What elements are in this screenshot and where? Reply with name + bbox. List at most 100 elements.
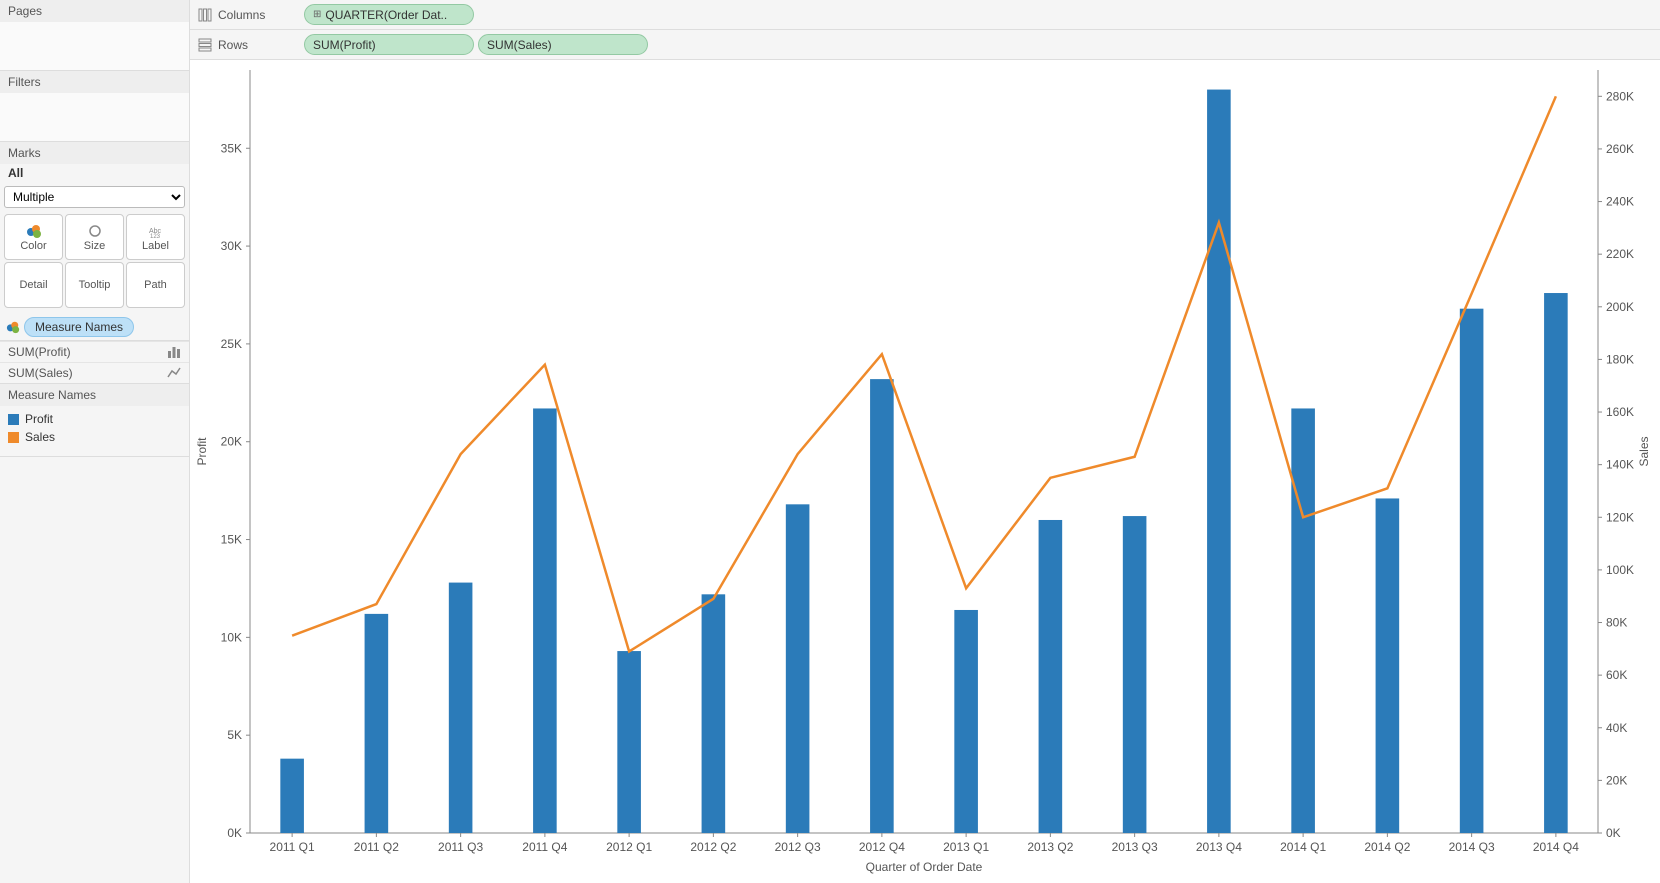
main-panel: Columns ⊞ QUARTER(Order Dat.. Rows SUM(P… — [190, 0, 1660, 883]
svg-text:240K: 240K — [1606, 195, 1634, 209]
svg-text:140K: 140K — [1606, 458, 1634, 472]
bar[interactable] — [449, 583, 473, 833]
svg-text:Sales: Sales — [1637, 436, 1651, 466]
bar[interactable] — [1460, 309, 1484, 833]
bar[interactable] — [954, 610, 978, 833]
legend-item-sales[interactable]: Sales — [8, 428, 181, 446]
svg-text:60K: 60K — [1606, 668, 1627, 682]
svg-text:160K: 160K — [1606, 405, 1634, 419]
marks-sub-shelves: SUM(Profit) SUM(Sales) — [0, 341, 189, 384]
shelf-sum-profit[interactable]: SUM(Profit) — [0, 341, 189, 362]
pages-header: Pages — [0, 0, 189, 22]
svg-text:25K: 25K — [221, 337, 242, 351]
bar[interactable] — [1123, 516, 1147, 833]
shelf-sum-sales[interactable]: SUM(Sales) — [0, 362, 189, 383]
size-icon — [87, 223, 103, 239]
legend-label-profit: Profit — [25, 412, 53, 426]
bar[interactable] — [1039, 520, 1063, 833]
svg-text:2012 Q3: 2012 Q3 — [775, 840, 821, 854]
svg-text:40K: 40K — [1606, 721, 1627, 735]
bar-icon — [167, 345, 181, 359]
filters-body[interactable] — [0, 93, 189, 141]
filters-header: Filters — [0, 71, 189, 93]
svg-text:180K: 180K — [1606, 352, 1634, 366]
bar[interactable] — [1544, 293, 1568, 833]
svg-text:2014 Q2: 2014 Q2 — [1364, 840, 1410, 854]
svg-text:30K: 30K — [221, 239, 242, 253]
svg-text:20K: 20K — [1606, 773, 1627, 787]
bar[interactable] — [1291, 408, 1315, 833]
columns-caption: Columns — [194, 8, 300, 22]
label-icon: Abc123 — [148, 223, 164, 239]
svg-text:280K: 280K — [1606, 89, 1634, 103]
rows-icon — [198, 38, 212, 52]
svg-text:2013 Q1: 2013 Q1 — [943, 840, 989, 854]
svg-text:100K: 100K — [1606, 563, 1634, 577]
svg-text:260K: 260K — [1606, 142, 1634, 156]
marks-header: Marks — [0, 142, 189, 164]
svg-text:200K: 200K — [1606, 300, 1634, 314]
svg-text:2013 Q2: 2013 Q2 — [1027, 840, 1073, 854]
columns-pill-quarter[interactable]: ⊞ QUARTER(Order Dat.. — [304, 4, 474, 25]
svg-text:2012 Q1: 2012 Q1 — [606, 840, 652, 854]
bar[interactable] — [533, 408, 557, 833]
measure-names-pill[interactable]: Measure Names — [24, 317, 134, 337]
marks-path-button[interactable]: Path — [126, 262, 185, 308]
pages-body[interactable] — [0, 22, 189, 70]
bar[interactable] — [1376, 498, 1400, 833]
svg-text:123: 123 — [150, 234, 161, 239]
svg-text:2012 Q4: 2012 Q4 — [859, 840, 905, 854]
legend-swatch-profit — [8, 414, 19, 425]
marks-grid: Color Size Abc123 Label Detail Tooltip P… — [0, 212, 189, 314]
marks-card: Marks All Multiple Color Size Abc123 Lab… — [0, 142, 189, 341]
legend-swatch-sales — [8, 432, 19, 443]
svg-text:5K: 5K — [227, 728, 242, 742]
rows-caption: Rows — [194, 38, 300, 52]
svg-text:2014 Q3: 2014 Q3 — [1449, 840, 1495, 854]
expand-icon: ⊞ — [313, 9, 321, 20]
svg-text:0K: 0K — [227, 826, 242, 840]
marks-label-button[interactable]: Abc123 Label — [126, 214, 185, 260]
svg-text:2011 Q1: 2011 Q1 — [270, 840, 315, 854]
dual-axis-chart: 0K5K10K15K20K25K30K35K0K20K40K60K80K100K… — [190, 60, 1660, 883]
columns-shelf[interactable]: Columns ⊞ QUARTER(Order Dat.. — [190, 0, 1660, 30]
svg-text:0K: 0K — [1606, 826, 1621, 840]
marks-color-pill-row: Measure Names — [0, 314, 189, 340]
marks-size-button[interactable]: Size — [65, 214, 124, 260]
rows-pill-sales[interactable]: SUM(Sales) — [478, 34, 648, 55]
bar[interactable] — [870, 379, 894, 833]
chart-area: 0K5K10K15K20K25K30K35K0K20K40K60K80K100K… — [190, 60, 1660, 883]
marks-type-select[interactable]: Multiple — [4, 186, 185, 208]
svg-text:10K: 10K — [221, 630, 242, 644]
marks-all-label[interactable]: All — [0, 164, 189, 182]
bar[interactable] — [786, 504, 810, 833]
svg-text:Quarter of Order Date: Quarter of Order Date — [866, 860, 983, 874]
rows-shelf[interactable]: Rows SUM(Profit) SUM(Sales) — [190, 30, 1660, 60]
svg-text:Profit: Profit — [195, 437, 209, 466]
bar[interactable] — [702, 594, 726, 833]
svg-text:2011 Q3: 2011 Q3 — [438, 840, 483, 854]
bar[interactable] — [617, 651, 641, 833]
legend-item-profit[interactable]: Profit — [8, 410, 181, 428]
color-legend: Measure Names Profit Sales — [0, 384, 189, 457]
sales-line[interactable] — [292, 96, 1556, 651]
marks-detail-button[interactable]: Detail — [4, 262, 63, 308]
svg-text:2011 Q4: 2011 Q4 — [522, 840, 567, 854]
color-icon — [26, 223, 42, 239]
bar[interactable] — [365, 614, 389, 833]
rows-pill-profit[interactable]: SUM(Profit) — [304, 34, 474, 55]
bar[interactable] — [280, 759, 304, 833]
svg-text:2013 Q4: 2013 Q4 — [1196, 840, 1242, 854]
marks-tooltip-button[interactable]: Tooltip — [65, 262, 124, 308]
svg-text:220K: 220K — [1606, 247, 1634, 261]
filters-shelf: Filters — [0, 71, 189, 142]
svg-text:15K: 15K — [221, 533, 242, 547]
left-panel: Pages Filters Marks All Multiple Color S… — [0, 0, 190, 883]
svg-text:120K: 120K — [1606, 510, 1634, 524]
svg-text:35K: 35K — [221, 141, 242, 155]
marks-color-button[interactable]: Color — [4, 214, 63, 260]
svg-text:2011 Q2: 2011 Q2 — [354, 840, 399, 854]
svg-text:2013 Q3: 2013 Q3 — [1112, 840, 1158, 854]
bar[interactable] — [1207, 90, 1231, 833]
legend-label-sales: Sales — [25, 430, 55, 444]
